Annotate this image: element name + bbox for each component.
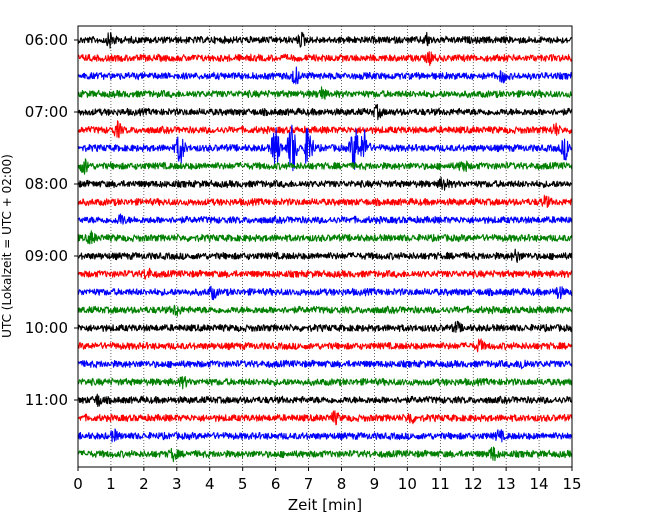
y-tick-label: 09:00: [25, 247, 68, 265]
trace-line: [77, 375, 573, 390]
y-axis: 06:00 07:00 08:00 09:00 10:00 11:00: [25, 31, 78, 409]
x-tick-label: 5: [238, 475, 248, 493]
x-axis: 0 1 2 3 4 5 6 7 8 9 10 11 12 13 14 15: [73, 467, 582, 493]
x-tick-label: 8: [337, 475, 347, 493]
trace-line: [77, 338, 573, 353]
x-tick-label: 4: [205, 475, 215, 493]
x-tick-label: 12: [464, 475, 483, 493]
x-tick-label: 13: [497, 475, 516, 493]
trace-line: [77, 393, 573, 408]
trace-line: [77, 267, 573, 280]
trace-line: [77, 103, 573, 121]
trace-line: [77, 304, 573, 317]
trace-line: [77, 120, 573, 139]
trace-line: [77, 66, 573, 85]
x-axis-label: Zeit [min]: [288, 496, 362, 514]
x-tick-label: 0: [73, 475, 83, 493]
trace-line: [77, 194, 573, 208]
trace-line: [77, 410, 573, 426]
x-tick-label: 7: [304, 475, 314, 493]
plot-frame: [77, 25, 573, 468]
trace-line: [77, 213, 573, 225]
trace-line: [77, 320, 573, 333]
y-tick-label: 07:00: [25, 103, 68, 121]
trace-line: [77, 86, 573, 100]
trace-line: [77, 51, 573, 67]
x-tick-label: 9: [370, 475, 380, 493]
trace-line: [77, 31, 573, 49]
trace-line: [77, 124, 573, 172]
y-tick-label: 06:00: [25, 31, 68, 49]
trace-line: [77, 248, 573, 264]
x-tick-label: 11: [431, 475, 450, 493]
trace-line: [77, 359, 573, 370]
y-tick-label: 10:00: [25, 319, 68, 337]
trace-line: [77, 158, 573, 175]
trace-line: [77, 428, 573, 443]
trace-line: [77, 285, 573, 301]
x-tick-label: 10: [398, 475, 417, 493]
x-tick-label: 6: [271, 475, 281, 493]
y-tick-label: 11:00: [25, 391, 68, 409]
x-tick-label: 1: [106, 475, 116, 493]
trace-line: [77, 230, 573, 245]
traces: [77, 31, 573, 463]
y-tick-label: 08:00: [25, 175, 68, 193]
x-tick-label: 2: [139, 475, 149, 493]
y-axis-label: UTC (Lokalzeit = UTC + 02:00): [0, 154, 14, 338]
x-tick-label: 15: [562, 475, 581, 493]
trace-line: [77, 176, 573, 191]
trace-line: [77, 446, 573, 463]
x-tick-label: 14: [530, 475, 549, 493]
x-tick-label: 3: [172, 475, 182, 493]
